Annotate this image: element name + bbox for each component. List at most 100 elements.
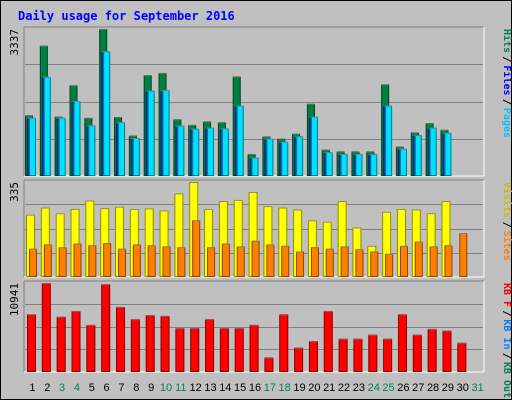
kbf-bar-day-8 <box>130 319 140 372</box>
day-label-17: 17 <box>264 382 276 394</box>
kbf-bar-day-19 <box>294 347 304 372</box>
y-max-label: 3337 <box>8 29 21 56</box>
kbf-bar-day-21 <box>323 310 333 372</box>
sites-bar-day-15 <box>236 246 245 278</box>
day-label-4: 4 <box>74 382 80 394</box>
legend-hits-files-pages: Hits / Files / Pages <box>501 29 512 138</box>
pages-bar-day-23 <box>355 153 363 176</box>
sites-bar-day-27 <box>414 241 423 278</box>
pages-bar-day-9 <box>147 90 155 176</box>
day-label-21: 21 <box>323 382 335 394</box>
day-label-24: 24 <box>368 382 380 394</box>
sites-bar-day-16 <box>251 240 260 277</box>
day-label-10: 10 <box>160 382 172 394</box>
sites-bar-day-12 <box>192 220 201 278</box>
legend-separator: / <box>501 99 512 105</box>
legend-kbin-kbout: KB F / KB In / KB Out <box>501 283 512 398</box>
sites-bar-day-21 <box>325 248 334 277</box>
day-label-3: 3 <box>59 382 65 394</box>
legend-entry: KB Out <box>501 362 512 398</box>
kbf-bar-day-16 <box>249 324 259 373</box>
pages-bar-day-24 <box>370 153 378 176</box>
y-max-label: 10941 <box>8 283 21 316</box>
kbf-bar-day-22 <box>338 338 348 372</box>
pages-bar-day-19 <box>296 136 304 176</box>
y-max-label: 335 <box>8 182 21 202</box>
day-label-14: 14 <box>219 382 231 394</box>
day-label-30: 30 <box>457 382 469 394</box>
day-label-15: 15 <box>234 382 246 394</box>
day-label-18: 18 <box>279 382 291 394</box>
sites-bar-day-18 <box>281 245 290 277</box>
day-label-6: 6 <box>104 382 110 394</box>
sites-bar-day-30 <box>459 233 468 277</box>
kbf-bar-day-5 <box>86 324 96 373</box>
kbf-bar-day-30 <box>457 342 467 373</box>
sites-bar-day-4 <box>73 243 82 277</box>
kbf-bar-day-10 <box>160 315 170 372</box>
sites-bar-day-23 <box>355 249 364 277</box>
kbf-bar-day-14 <box>219 328 229 372</box>
chart-title: Daily usage for September 2016 <box>18 9 235 23</box>
legend-entry: Hits <box>501 29 512 53</box>
pages-bar-day-28 <box>429 127 437 177</box>
sites-bar-day-5 <box>88 245 97 277</box>
pages-bar-day-22 <box>340 153 348 176</box>
day-label-7: 7 <box>118 382 124 394</box>
legend-separator: / <box>501 56 512 62</box>
pages-bar-day-5 <box>88 125 96 177</box>
kbf-bar-day-2 <box>41 283 51 372</box>
pages-bar-day-2 <box>43 76 51 176</box>
sites-bar-day-3 <box>58 247 67 277</box>
pages-bar-day-26 <box>399 148 407 177</box>
day-label-26: 26 <box>397 382 409 394</box>
sites-bar-day-28 <box>429 246 438 278</box>
kbf-bar-day-25 <box>383 338 393 372</box>
kbf-bar-day-12 <box>190 328 200 372</box>
legend-entry: Pages <box>501 108 512 138</box>
pages-bar-day-8 <box>132 138 140 177</box>
sites-bar-day-20 <box>310 247 319 277</box>
day-label-23: 23 <box>353 382 365 394</box>
pages-bar-day-18 <box>281 141 289 177</box>
day-label-28: 28 <box>427 382 439 394</box>
kbf-bar-day-27 <box>412 334 422 372</box>
day-label-19: 19 <box>293 382 305 394</box>
pages-bar-day-15 <box>236 105 244 176</box>
pages-bar-day-6 <box>103 51 111 177</box>
panel-hits-files-pages: 3337 Hits / Files / Pages <box>8 26 512 177</box>
day-label-31: 31 <box>471 382 483 394</box>
pages-bar-day-14 <box>221 128 229 176</box>
sites-bar-day-8 <box>132 244 141 278</box>
pages-bar-day-1 <box>29 117 36 176</box>
legend-entry: KB F <box>501 283 512 307</box>
kbf-bar-day-11 <box>175 328 185 372</box>
kbf-bar-day-13 <box>205 319 215 372</box>
sites-bar-day-26 <box>399 245 408 277</box>
day-label-2: 2 <box>44 382 50 394</box>
pages-bar-day-7 <box>118 122 126 176</box>
pages-bar-day-13 <box>207 127 215 177</box>
sites-bar-day-24 <box>370 251 379 278</box>
day-label-29: 29 <box>442 382 454 394</box>
pages-bar-day-4 <box>73 101 81 176</box>
pages-bar-day-25 <box>385 105 393 176</box>
pages-bar-day-10 <box>162 90 170 176</box>
kbf-bar-day-7 <box>116 306 126 372</box>
pages-bar-day-16 <box>251 157 259 176</box>
day-label-22: 22 <box>338 382 350 394</box>
legend-entry: Sites <box>501 231 512 261</box>
pages-bar-day-17 <box>266 138 274 176</box>
kbf-bar-day-23 <box>353 338 363 372</box>
sites-bar-day-22 <box>340 246 349 278</box>
kbf-bar-day-24 <box>368 334 378 372</box>
day-label-25: 25 <box>382 382 394 394</box>
sites-bar-day-7 <box>118 248 127 277</box>
kbf-bar-day-29 <box>442 330 452 373</box>
kbf-bar-day-1 <box>27 314 36 373</box>
kbf-bar-day-9 <box>145 315 155 373</box>
sites-bar-day-1 <box>29 248 37 277</box>
panel-kbin-kbout: 10941 KB F/KB In/KB Out <box>8 280 512 398</box>
sites-bar-day-6 <box>103 242 112 278</box>
